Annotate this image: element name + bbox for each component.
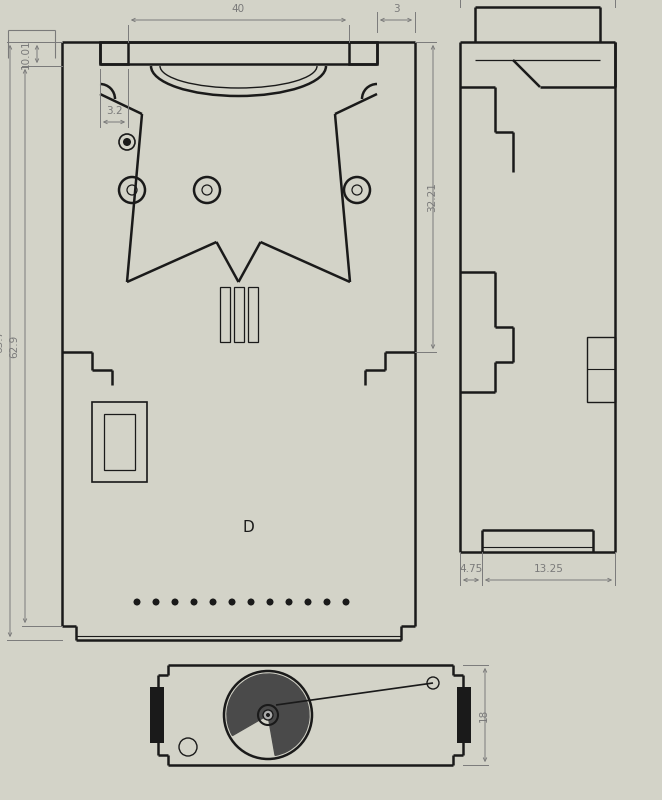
Circle shape [228, 598, 236, 606]
Circle shape [152, 598, 160, 606]
Text: 32.21: 32.21 [427, 182, 437, 212]
Circle shape [134, 598, 140, 606]
Text: 3: 3 [393, 4, 399, 14]
Bar [92, 402, 147, 482]
Circle shape [285, 598, 293, 606]
Circle shape [266, 713, 270, 717]
Circle shape [263, 710, 273, 720]
Circle shape [209, 598, 216, 606]
Text: 62.9: 62.9 [9, 334, 19, 358]
Circle shape [248, 598, 254, 606]
Bar [248, 287, 258, 342]
Bar [100, 42, 128, 64]
Text: 18: 18 [479, 708, 489, 722]
Circle shape [171, 598, 179, 606]
Text: 3.2: 3.2 [106, 106, 122, 116]
Text: D: D [242, 520, 254, 535]
Bar [220, 287, 230, 342]
Circle shape [267, 598, 273, 606]
Text: 63.7: 63.7 [0, 330, 4, 353]
Bar [150, 687, 164, 743]
Bar [349, 42, 377, 64]
Circle shape [342, 598, 350, 606]
Circle shape [324, 598, 330, 606]
Bar [234, 287, 244, 342]
Circle shape [191, 598, 197, 606]
Text: 13.25: 13.25 [534, 564, 563, 574]
Bar [104, 414, 135, 470]
Text: 10.01: 10.01 [21, 39, 31, 69]
Circle shape [305, 598, 312, 606]
Bar [457, 687, 471, 743]
Wedge shape [227, 674, 309, 755]
Circle shape [123, 138, 131, 146]
Text: 4.75: 4.75 [459, 564, 483, 574]
Bar [587, 337, 615, 402]
Text: 40: 40 [232, 4, 245, 14]
